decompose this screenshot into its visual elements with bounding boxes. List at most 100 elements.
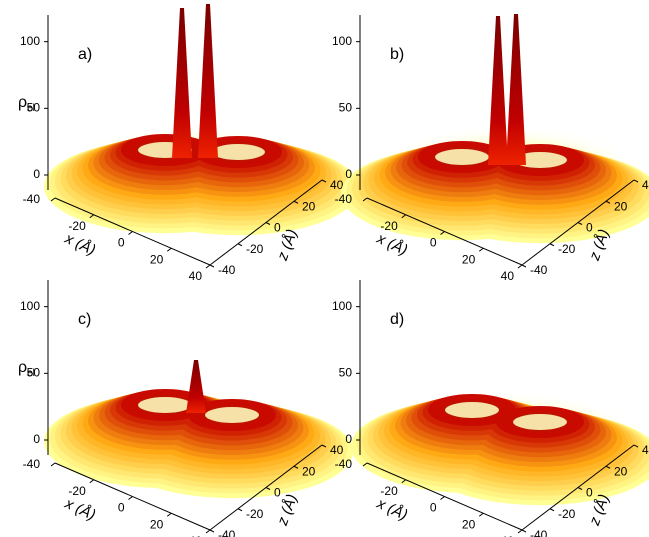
x-axis-label: x (Å) bbox=[373, 495, 410, 524]
x-tick-label: 20 bbox=[150, 252, 164, 266]
x-tick bbox=[166, 512, 172, 517]
y-axis-label: ρel bbox=[18, 94, 35, 113]
x-tick bbox=[440, 231, 445, 235]
x-tick bbox=[128, 231, 133, 235]
x-tick-label: 40 bbox=[501, 269, 515, 283]
y-tick-label: 100 bbox=[20, 299, 40, 313]
x-tick-label: 0 bbox=[430, 501, 437, 515]
surface-peak bbox=[506, 14, 526, 165]
z-tick bbox=[237, 508, 243, 512]
z-tick-label: 20 bbox=[302, 199, 316, 213]
x-tick-label: -40 bbox=[335, 457, 353, 471]
surface bbox=[44, 4, 359, 236]
x-tick-label: 40 bbox=[501, 534, 515, 537]
x-tick-label: 20 bbox=[462, 252, 476, 266]
x-tick-label: 20 bbox=[462, 517, 476, 531]
surface bbox=[351, 391, 649, 506]
surface-hole bbox=[203, 405, 261, 425]
x-tick-label: -20 bbox=[380, 484, 398, 498]
y-tick-label: 50 bbox=[27, 101, 41, 115]
surface-peak bbox=[488, 16, 508, 165]
x-tick-label: -40 bbox=[335, 192, 353, 206]
x-tick-label: -20 bbox=[68, 219, 86, 233]
z-tick-label: -40 bbox=[530, 528, 548, 537]
z-tick-label: 0 bbox=[274, 221, 281, 235]
z-tick bbox=[633, 444, 639, 448]
x-tick-label: -20 bbox=[380, 219, 398, 233]
z-tick bbox=[605, 200, 611, 204]
x-tick-label: -40 bbox=[23, 457, 41, 471]
surface-hole bbox=[443, 400, 501, 420]
y-tick-label: 100 bbox=[332, 34, 352, 48]
z-tick bbox=[237, 243, 243, 247]
z-tick bbox=[549, 508, 555, 512]
z-tick-label: -20 bbox=[246, 507, 264, 521]
surface-peak bbox=[186, 360, 206, 413]
x-tick bbox=[128, 496, 133, 500]
z-tick bbox=[321, 179, 327, 183]
panel-label: b) bbox=[390, 46, 404, 63]
x-tick bbox=[362, 197, 368, 202]
surface-hole bbox=[511, 412, 569, 432]
y-label-subscript: el bbox=[27, 368, 35, 379]
z-tick bbox=[293, 200, 299, 204]
z-tick bbox=[549, 243, 555, 247]
z-tick-label: -40 bbox=[530, 263, 548, 277]
y-tick-label: 50 bbox=[339, 101, 353, 115]
surface-hole bbox=[433, 147, 491, 167]
x-tick bbox=[478, 512, 484, 517]
surface-peak bbox=[198, 4, 218, 158]
z-tick-label: 20 bbox=[302, 464, 316, 478]
y-tick-label: 100 bbox=[20, 34, 40, 48]
x-tick bbox=[401, 214, 407, 219]
x-tick bbox=[517, 529, 523, 534]
z-tick-label: 40 bbox=[642, 443, 649, 457]
z-tick bbox=[577, 487, 583, 490]
panel-label: a) bbox=[78, 46, 92, 63]
z-tick bbox=[521, 529, 527, 533]
panel-label: c) bbox=[78, 311, 91, 328]
y-label-symbol: ρ bbox=[18, 359, 27, 376]
z-tick bbox=[577, 222, 583, 225]
x-tick-label: 40 bbox=[189, 534, 203, 537]
z-tick-label: -20 bbox=[558, 242, 576, 256]
x-tick bbox=[50, 197, 56, 202]
x-axis-label: x (Å) bbox=[61, 230, 98, 259]
z-tick bbox=[605, 465, 611, 469]
x-tick-label: -40 bbox=[23, 192, 41, 206]
x-tick bbox=[478, 247, 484, 252]
x-axis-label: x (Å) bbox=[61, 495, 98, 524]
z-tick bbox=[265, 487, 271, 490]
z-tick bbox=[521, 264, 527, 268]
z-tick-label: 40 bbox=[330, 443, 344, 457]
x-tick bbox=[440, 496, 445, 500]
x-tick-label: 0 bbox=[118, 501, 125, 515]
z-tick-label: 0 bbox=[274, 486, 281, 500]
z-tick bbox=[293, 465, 299, 469]
surface bbox=[44, 360, 353, 499]
z-tick bbox=[265, 222, 271, 225]
y-tick-label: 0 bbox=[345, 167, 352, 181]
x-tick-label: -20 bbox=[68, 484, 86, 498]
z-tick-label: 20 bbox=[614, 199, 628, 213]
z-tick-label: -20 bbox=[558, 507, 576, 521]
z-tick-label: 0 bbox=[586, 221, 593, 235]
z-tick-label: -40 bbox=[218, 528, 236, 537]
surface bbox=[341, 14, 649, 244]
y-tick-label: 50 bbox=[339, 366, 353, 380]
z-tick bbox=[209, 264, 215, 268]
y-tick-label: 0 bbox=[33, 432, 40, 446]
z-tick bbox=[321, 444, 327, 448]
y-label-subscript: el bbox=[27, 103, 35, 114]
z-tick-label: 0 bbox=[586, 486, 593, 500]
y-label-symbol: ρ bbox=[18, 94, 27, 111]
z-tick-label: 40 bbox=[642, 178, 649, 192]
x-tick bbox=[89, 479, 95, 484]
x-tick bbox=[205, 264, 211, 269]
x-tick bbox=[362, 462, 368, 467]
